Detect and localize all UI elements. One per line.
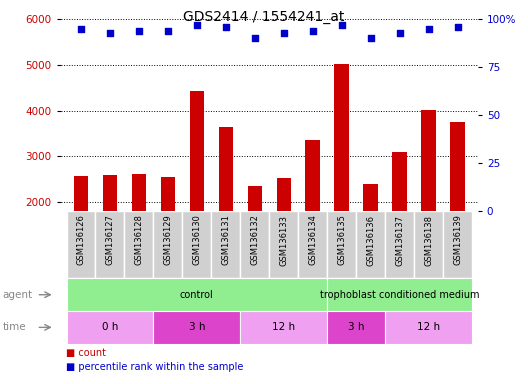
Bar [211, 211, 240, 278]
Bar [269, 211, 298, 278]
Text: GSM136134: GSM136134 [308, 215, 317, 265]
Bar [154, 211, 182, 278]
Text: ■ count: ■ count [66, 348, 106, 358]
Text: GDS2414 / 1554241_at: GDS2414 / 1554241_at [183, 10, 345, 23]
Point [366, 35, 375, 41]
Bar [240, 211, 269, 278]
Bar [248, 185, 262, 293]
Bar [392, 152, 407, 293]
Text: GSM136137: GSM136137 [395, 215, 404, 266]
Bar [182, 211, 211, 278]
Text: GSM136132: GSM136132 [250, 215, 259, 265]
Text: GSM136136: GSM136136 [366, 215, 375, 266]
Point [135, 28, 143, 34]
Point [279, 30, 288, 36]
Point [425, 26, 433, 32]
Text: control: control [180, 290, 214, 300]
Bar [443, 211, 472, 278]
Bar [414, 211, 443, 278]
Bar [67, 311, 154, 344]
Bar [334, 64, 349, 293]
Point [337, 22, 346, 28]
Bar [306, 140, 320, 293]
Bar [74, 175, 88, 293]
Text: GSM136130: GSM136130 [192, 215, 201, 265]
Text: GSM136138: GSM136138 [424, 215, 433, 266]
Text: time: time [3, 322, 26, 333]
Bar [161, 177, 175, 293]
Text: 3 h: 3 h [188, 322, 205, 333]
Bar [67, 278, 327, 311]
Bar [327, 211, 356, 278]
Bar [327, 278, 472, 311]
Text: agent: agent [3, 290, 33, 300]
Point [164, 28, 172, 34]
Text: 0 h: 0 h [102, 322, 118, 333]
Bar [356, 211, 385, 278]
Bar [363, 184, 378, 293]
Bar [327, 311, 385, 344]
Bar [103, 175, 117, 293]
Point [454, 24, 462, 30]
Text: GSM136126: GSM136126 [77, 215, 86, 265]
Text: GSM136131: GSM136131 [221, 215, 230, 265]
Text: trophoblast conditioned medium: trophoblast conditioned medium [320, 290, 479, 300]
Point [308, 28, 317, 34]
Text: ■ percentile rank within the sample: ■ percentile rank within the sample [66, 362, 243, 372]
Text: 12 h: 12 h [417, 322, 440, 333]
Point [222, 24, 230, 30]
Bar [131, 174, 146, 293]
Point [395, 30, 404, 36]
Bar [154, 311, 240, 344]
Bar [190, 91, 204, 293]
Point [77, 26, 85, 32]
Text: GSM136133: GSM136133 [279, 215, 288, 266]
Point [251, 35, 259, 41]
Text: GSM136127: GSM136127 [106, 215, 115, 265]
Bar [240, 311, 327, 344]
Bar [385, 311, 472, 344]
Bar [125, 211, 154, 278]
Text: GSM136139: GSM136139 [453, 215, 462, 265]
Bar [96, 211, 125, 278]
Bar [298, 211, 327, 278]
Text: 12 h: 12 h [272, 322, 295, 333]
Text: 3 h: 3 h [348, 322, 364, 333]
Bar [385, 211, 414, 278]
Point [106, 30, 114, 36]
Text: GSM136129: GSM136129 [163, 215, 173, 265]
Bar [450, 122, 465, 293]
Text: GSM136135: GSM136135 [337, 215, 346, 265]
Bar [67, 211, 96, 278]
Bar [219, 127, 233, 293]
Bar [421, 110, 436, 293]
Text: GSM136128: GSM136128 [135, 215, 144, 265]
Bar [277, 178, 291, 293]
Point [193, 22, 201, 28]
